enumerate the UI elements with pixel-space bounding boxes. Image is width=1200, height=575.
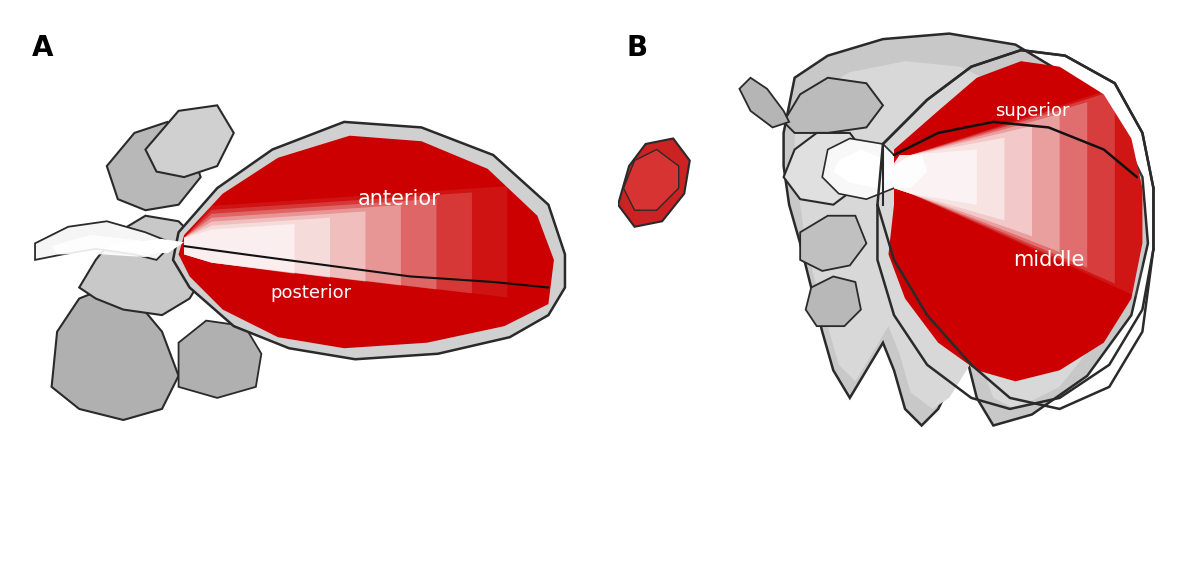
- Polygon shape: [184, 199, 437, 289]
- Polygon shape: [888, 61, 1142, 381]
- Polygon shape: [833, 150, 894, 188]
- Text: middle: middle: [1013, 250, 1085, 270]
- Polygon shape: [894, 137, 1004, 220]
- Polygon shape: [624, 150, 679, 210]
- Polygon shape: [894, 102, 1087, 268]
- Polygon shape: [618, 139, 690, 227]
- Polygon shape: [145, 105, 234, 177]
- Polygon shape: [784, 78, 883, 133]
- Text: superior: superior: [995, 102, 1069, 120]
- Polygon shape: [894, 114, 1060, 252]
- Polygon shape: [79, 216, 206, 315]
- Polygon shape: [894, 150, 977, 205]
- Polygon shape: [184, 218, 330, 278]
- Polygon shape: [894, 90, 1115, 283]
- Polygon shape: [173, 122, 565, 359]
- Text: B: B: [626, 33, 648, 62]
- Polygon shape: [52, 235, 168, 257]
- Polygon shape: [805, 277, 860, 326]
- Polygon shape: [179, 136, 554, 348]
- Polygon shape: [184, 212, 366, 282]
- Polygon shape: [894, 79, 1142, 300]
- Polygon shape: [784, 33, 1148, 426]
- Polygon shape: [184, 186, 508, 297]
- Polygon shape: [894, 126, 1032, 236]
- Polygon shape: [107, 239, 184, 253]
- Polygon shape: [888, 155, 928, 188]
- Polygon shape: [784, 133, 866, 205]
- Polygon shape: [184, 193, 472, 293]
- Polygon shape: [739, 78, 790, 128]
- Polygon shape: [822, 139, 905, 199]
- Polygon shape: [35, 221, 173, 260]
- Text: A: A: [32, 33, 54, 62]
- Polygon shape: [179, 321, 262, 398]
- Polygon shape: [794, 61, 1115, 409]
- Polygon shape: [184, 205, 401, 286]
- Text: anterior: anterior: [358, 189, 440, 209]
- Polygon shape: [184, 224, 294, 274]
- Polygon shape: [107, 122, 200, 210]
- Polygon shape: [800, 216, 866, 271]
- Polygon shape: [52, 288, 179, 420]
- Text: posterior: posterior: [270, 284, 352, 302]
